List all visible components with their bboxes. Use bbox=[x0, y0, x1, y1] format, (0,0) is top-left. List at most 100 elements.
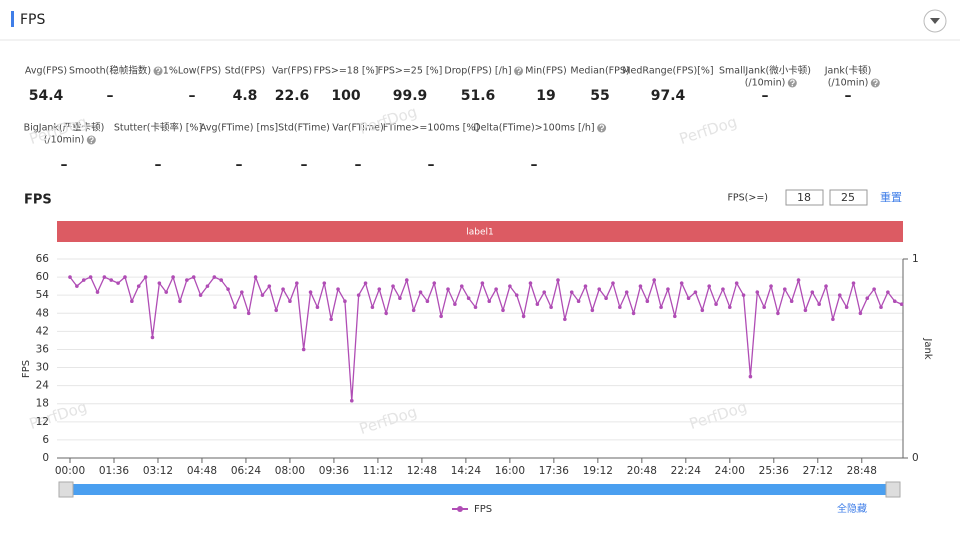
chart-title: FPS bbox=[24, 193, 52, 208]
fps-point bbox=[164, 290, 169, 294]
fps-point bbox=[858, 311, 863, 316]
fps-point bbox=[899, 302, 904, 307]
fps-point bbox=[583, 284, 588, 288]
fps-point bbox=[178, 299, 182, 304]
metric-label: Var(FPS) bbox=[272, 66, 312, 77]
metric-label: MedRange(FPS)[%] bbox=[622, 66, 713, 77]
metric-value: – bbox=[61, 157, 68, 173]
metric-value: 19 bbox=[536, 88, 555, 104]
x-tick-label: 24:00 bbox=[715, 465, 745, 477]
dropdown-button[interactable] bbox=[923, 9, 947, 33]
y-tick-label: 60 bbox=[36, 271, 49, 283]
fps-point bbox=[150, 335, 155, 340]
fps-point bbox=[576, 299, 581, 304]
x-tick-label: 22:24 bbox=[671, 465, 702, 477]
x-tick-label: 17:36 bbox=[539, 465, 570, 477]
metric-value: 100 bbox=[331, 88, 360, 104]
metric-label: Median(FPS) bbox=[570, 66, 629, 77]
metric-value: – bbox=[236, 157, 243, 173]
title-accent bbox=[11, 11, 14, 27]
metric-value: 22.6 bbox=[275, 88, 310, 104]
y-tick-label: 18 bbox=[36, 398, 49, 410]
help-dot bbox=[791, 84, 794, 87]
help-glyph bbox=[155, 67, 161, 73]
metric-label: FTime>=100ms [%] bbox=[383, 123, 479, 134]
x-tick-label: 27:12 bbox=[803, 465, 833, 477]
fps-point bbox=[514, 293, 519, 297]
fps-point bbox=[343, 299, 347, 304]
metric-value: – bbox=[762, 88, 769, 104]
help-glyph bbox=[89, 136, 94, 142]
metric-value: 54.4 bbox=[29, 88, 64, 104]
hide-all-button[interactable]: 全隐藏 bbox=[837, 502, 867, 515]
fps-point bbox=[370, 305, 375, 310]
fps-point bbox=[631, 311, 636, 316]
fps-point bbox=[102, 275, 107, 279]
fps-point bbox=[487, 299, 492, 304]
help-dot bbox=[874, 84, 877, 87]
y-tick-label: 24 bbox=[36, 380, 50, 392]
metric-label: Drop(FPS) [/h] bbox=[444, 66, 511, 77]
legend-item[interactable]: FPS bbox=[452, 504, 492, 515]
y-axis-label: FPS bbox=[21, 360, 32, 378]
help-dot bbox=[517, 72, 520, 75]
metric-label: Jank(卡顿) bbox=[824, 65, 872, 77]
fps-point bbox=[769, 284, 773, 288]
fps-point bbox=[130, 299, 134, 304]
help-icon bbox=[597, 123, 607, 133]
metric-value: – bbox=[301, 157, 308, 173]
fps-point bbox=[494, 287, 498, 291]
fps-point bbox=[652, 278, 656, 282]
fps-point bbox=[844, 305, 849, 310]
fps-point bbox=[398, 296, 402, 300]
fps-point bbox=[638, 284, 643, 288]
fps-point bbox=[789, 299, 794, 304]
help-glyph bbox=[516, 67, 521, 73]
fps-point bbox=[851, 281, 856, 285]
fps-point bbox=[446, 287, 450, 291]
label-band bbox=[57, 221, 903, 242]
fps-point bbox=[521, 314, 526, 319]
fps-point bbox=[363, 281, 368, 285]
help-dot bbox=[600, 129, 603, 132]
fps-point bbox=[439, 314, 443, 319]
fps-point bbox=[81, 278, 86, 282]
fps-point bbox=[418, 290, 423, 294]
fps-point bbox=[803, 308, 808, 313]
metric-label: FPS>=18 [%] bbox=[314, 66, 379, 77]
fps-point bbox=[68, 275, 72, 279]
fps-point bbox=[143, 275, 148, 279]
fps-point bbox=[796, 278, 801, 282]
fps-point bbox=[762, 305, 766, 310]
metric-label: BigJank(严重卡顿) bbox=[24, 122, 105, 134]
fps-point bbox=[473, 305, 478, 310]
legend-label: FPS bbox=[474, 504, 492, 515]
metric-value: 51.6 bbox=[461, 88, 496, 104]
x-tick-label: 08:00 bbox=[275, 465, 305, 477]
fps-point bbox=[892, 299, 897, 304]
fps-point bbox=[466, 296, 471, 300]
reset-button[interactable]: 重置 bbox=[880, 190, 902, 204]
x-tick-label: 11:12 bbox=[363, 465, 393, 477]
metric-value: – bbox=[531, 157, 538, 173]
filter-input[interactable]: 25 bbox=[829, 189, 868, 206]
filter-label: FPS(>=) bbox=[727, 193, 768, 204]
help-dot bbox=[157, 72, 159, 75]
fps-point bbox=[88, 275, 93, 279]
fps-point bbox=[432, 281, 437, 285]
fps-point bbox=[542, 290, 547, 294]
fps-point bbox=[501, 308, 505, 313]
help-icon bbox=[514, 66, 524, 76]
range-slider[interactable] bbox=[58, 481, 901, 498]
filter-input[interactable]: 18 bbox=[785, 189, 824, 206]
fps-point bbox=[831, 317, 835, 322]
fps-point bbox=[679, 281, 684, 285]
fps-point bbox=[336, 287, 340, 291]
help-icon bbox=[787, 78, 797, 88]
fps-point bbox=[281, 287, 285, 291]
fps-point bbox=[659, 305, 663, 310]
fps-point bbox=[666, 287, 670, 291]
